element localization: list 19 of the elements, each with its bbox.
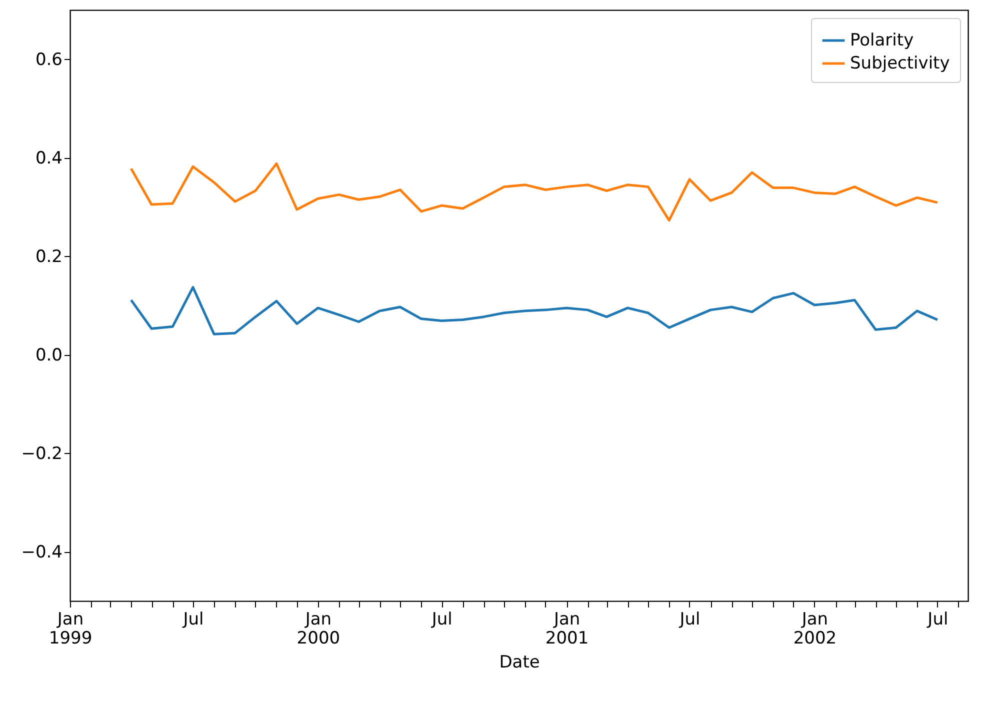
- y-tick-label: 0.0: [35, 345, 62, 366]
- y-tick-label: 0.6: [35, 50, 62, 70]
- line-series: [130, 162, 939, 222]
- x-tick-label: Jan 2000: [296, 610, 340, 648]
- legend-label: Polarity: [850, 30, 914, 50]
- x-tick-label: Jul: [926, 610, 948, 630]
- line-series: [130, 286, 939, 336]
- x-tick-label: Jan 2002: [793, 610, 837, 648]
- y-tick-label: −0.2: [21, 444, 62, 464]
- y-tick-label: 0.4: [35, 148, 62, 168]
- x-axis-title: Date: [499, 652, 540, 672]
- legend-label: Subjectivity: [850, 54, 950, 74]
- y-tick-label: −0.4: [21, 542, 62, 562]
- x-tick-label: Jul: [182, 610, 204, 630]
- x-tick-label: Jan 1999: [48, 610, 92, 648]
- x-tick-label: Jul: [678, 610, 700, 630]
- x-tick-label: Jul: [430, 610, 452, 630]
- x-tick-label: Jan 2001: [545, 610, 589, 648]
- y-tick-label: 0.2: [35, 246, 62, 267]
